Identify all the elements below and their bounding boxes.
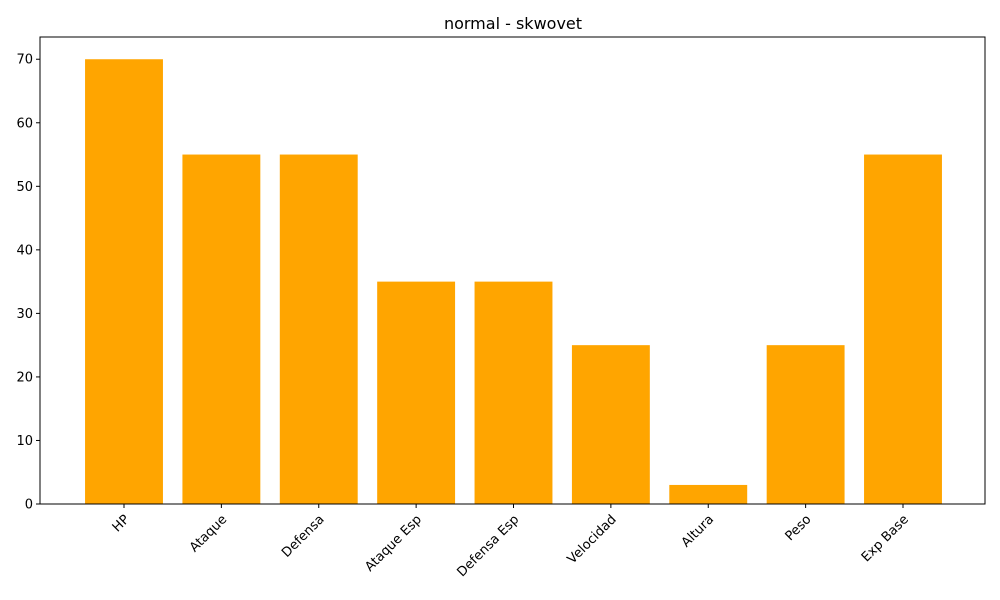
- x-tick-label: Velocidad: [565, 512, 620, 567]
- bar-defensa-esp: [474, 281, 553, 504]
- plot-frame: [39, 36, 986, 505]
- bar-defensa: [279, 154, 358, 504]
- y-tick-label: 60: [16, 116, 33, 131]
- x-tick-label: Altura: [679, 512, 717, 550]
- x-tick-label: Defensa Esp: [454, 512, 522, 580]
- x-axis: HP Ataque Defensa Ataque Esp Defensa Esp Velo…: [110, 504, 912, 580]
- bar-peso: [766, 345, 845, 504]
- x-tick-label: Ataque: [187, 512, 230, 555]
- x-tick-label: Peso: [783, 512, 815, 544]
- chart-title: normal - skwovet: [444, 14, 582, 33]
- bar-ataque: [182, 154, 261, 504]
- x-tick-label: Exp Base: [859, 512, 912, 565]
- y-tick-label: 10: [16, 434, 33, 449]
- x-tick-label: HP: [110, 512, 133, 535]
- y-tick-label: 20: [16, 370, 33, 385]
- y-axis: 0 10 20 30 40 50 60 70: [16, 53, 40, 513]
- y-tick-label: 0: [25, 498, 33, 513]
- bar-velocidad: [571, 345, 650, 504]
- x-tick-label: Ataque Esp: [362, 512, 425, 575]
- bar-exp-base: [864, 154, 942, 504]
- y-tick-label: 70: [16, 53, 33, 68]
- bar-hp: [85, 59, 163, 504]
- y-tick-label: 40: [16, 243, 33, 258]
- bar-ataque-esp: [377, 281, 456, 504]
- x-tick-label: Defensa: [279, 512, 327, 560]
- y-tick-label: 30: [16, 307, 33, 322]
- y-tick-label: 50: [16, 180, 33, 195]
- bar-altura: [669, 484, 748, 504]
- bars-group: [85, 59, 942, 504]
